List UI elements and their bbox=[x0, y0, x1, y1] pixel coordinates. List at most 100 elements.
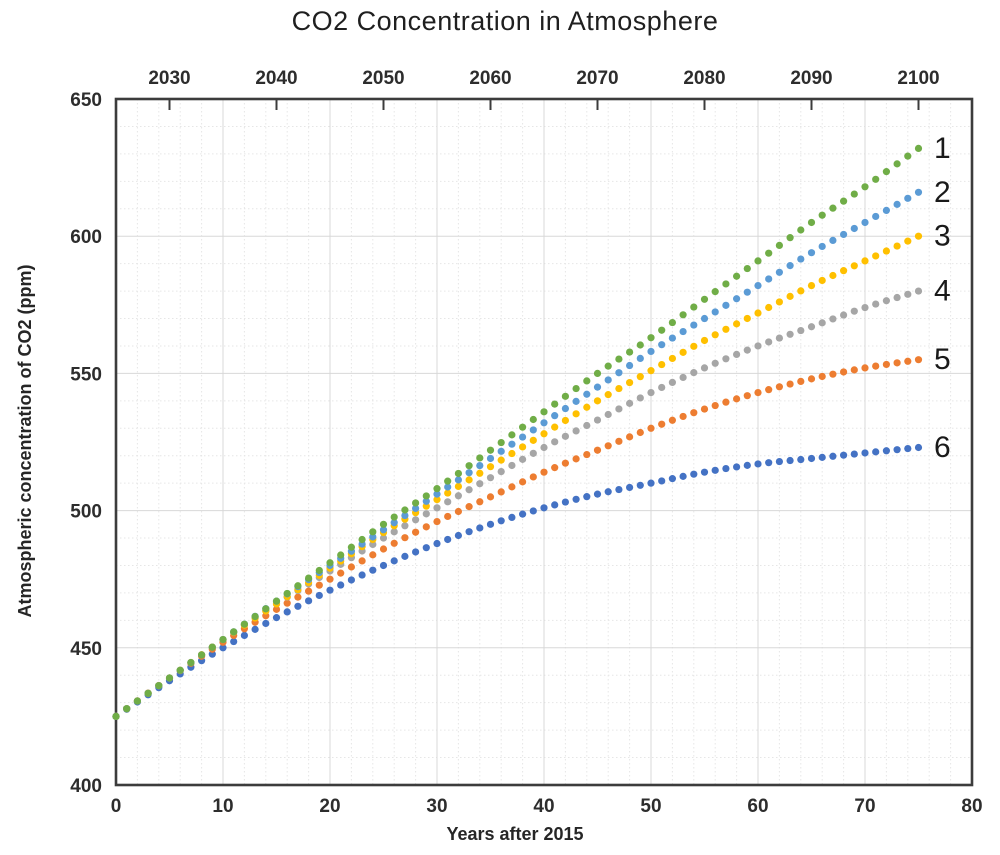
series-6-dot bbox=[647, 479, 655, 487]
series-5-dot bbox=[347, 563, 355, 571]
series-1-dot bbox=[893, 160, 901, 168]
series-label-3: 3 bbox=[934, 220, 951, 253]
series-5-dot bbox=[593, 446, 602, 454]
series-3-dot bbox=[593, 397, 602, 405]
series-1-dot bbox=[829, 204, 837, 212]
series-6-dot bbox=[497, 517, 505, 525]
series-6-dot bbox=[476, 524, 484, 532]
series-1-dot bbox=[283, 589, 291, 598]
series-2-dot bbox=[850, 224, 858, 233]
series-1-dot bbox=[486, 446, 495, 454]
series-6-dot bbox=[786, 456, 794, 465]
series-5-dot bbox=[743, 392, 751, 400]
series-1-dot bbox=[626, 348, 634, 356]
series-4-dot bbox=[615, 405, 623, 413]
series-4-dot bbox=[369, 540, 377, 549]
series-5-dot bbox=[904, 357, 912, 365]
series-6-dot bbox=[711, 466, 719, 474]
series-3-dot bbox=[454, 482, 462, 491]
series-4-dot bbox=[658, 383, 666, 392]
series-6-dot bbox=[583, 493, 591, 501]
series-1-dot bbox=[369, 528, 377, 536]
series-3-dot bbox=[914, 232, 923, 240]
series-1-dot bbox=[604, 362, 612, 370]
series-2-dot bbox=[369, 533, 377, 541]
series-1-dot bbox=[551, 400, 559, 408]
series-5-dot bbox=[476, 498, 484, 506]
series-4-dot bbox=[679, 373, 687, 382]
series-6-dot bbox=[914, 443, 923, 452]
series-1-dot bbox=[315, 566, 323, 575]
series-4-dot bbox=[840, 311, 848, 319]
series-3-dot bbox=[658, 360, 666, 369]
series-5-dot bbox=[807, 375, 816, 383]
series-6-dot bbox=[668, 475, 677, 483]
series-1-dot bbox=[818, 211, 826, 219]
series-5-dot bbox=[754, 389, 762, 397]
series-1-dot bbox=[615, 355, 623, 363]
series-5-dot bbox=[551, 464, 559, 472]
series-6-dot bbox=[850, 450, 858, 458]
series-1-dot bbox=[882, 168, 891, 176]
series-5-dot bbox=[379, 545, 388, 553]
x-axis-tick-label: 10 bbox=[212, 796, 233, 817]
series-4-dot bbox=[593, 416, 602, 424]
series-6-dot bbox=[572, 495, 580, 503]
series-1-dot bbox=[326, 559, 334, 567]
series-1-dot bbox=[444, 477, 452, 485]
series-6-dot bbox=[840, 451, 848, 459]
series-3-dot bbox=[829, 271, 837, 280]
series-1-dot bbox=[668, 318, 677, 327]
series-5-dot bbox=[358, 557, 366, 565]
series-3-dot bbox=[476, 469, 484, 477]
series-6-dot bbox=[326, 586, 334, 594]
series-3-dot bbox=[743, 314, 751, 323]
top-axis-tick-label: 2060 bbox=[469, 68, 511, 89]
series-5-dot bbox=[465, 503, 473, 511]
series-4-dot bbox=[647, 389, 655, 397]
series-2-dot bbox=[508, 440, 516, 448]
series-5-dot bbox=[497, 488, 505, 496]
series-3-dot bbox=[668, 354, 677, 363]
series-2-dot bbox=[626, 361, 634, 370]
series-6-dot bbox=[315, 591, 323, 600]
series-6-dot bbox=[508, 513, 516, 522]
series-3-dot bbox=[572, 410, 580, 418]
series-3-dot bbox=[679, 348, 687, 356]
series-3-dot bbox=[786, 292, 794, 300]
series-2-dot bbox=[572, 397, 580, 405]
series-5-dot bbox=[326, 575, 334, 583]
series-label-6: 6 bbox=[934, 431, 951, 464]
series-5-dot bbox=[422, 523, 430, 531]
series-3-dot bbox=[882, 247, 891, 255]
series-5-dot bbox=[272, 605, 281, 613]
series-6-dot bbox=[337, 581, 345, 589]
series-4-dot bbox=[412, 516, 420, 524]
series-4-dot bbox=[465, 486, 473, 494]
series-6-dot bbox=[208, 650, 216, 658]
series-6-dot bbox=[658, 477, 666, 485]
series-4-dot bbox=[583, 421, 591, 430]
series-2-dot bbox=[593, 383, 602, 391]
plot-border bbox=[114, 97, 974, 787]
series-6-dot bbox=[636, 481, 644, 489]
series-1-dot bbox=[850, 190, 858, 198]
series-5-dot bbox=[711, 401, 719, 410]
series-1-dot bbox=[636, 341, 644, 349]
y-axis-tick-label: 400 bbox=[70, 776, 102, 797]
series-1-dot bbox=[208, 643, 216, 651]
series-6-dot bbox=[561, 498, 570, 506]
series-4-dot bbox=[561, 432, 570, 440]
series-1-dot bbox=[722, 280, 730, 288]
series-3-dot bbox=[529, 436, 537, 444]
series-6-dot bbox=[604, 488, 612, 496]
x-axis-tick-label: 50 bbox=[640, 796, 661, 817]
series-5-dot bbox=[647, 424, 655, 432]
series-1-dot bbox=[465, 462, 473, 470]
x-axis-tick-label: 20 bbox=[319, 796, 340, 817]
series-1-dot bbox=[647, 334, 655, 342]
series-5-dot bbox=[508, 483, 516, 491]
series-2-dot bbox=[882, 206, 891, 215]
series-6-dot bbox=[347, 576, 355, 584]
